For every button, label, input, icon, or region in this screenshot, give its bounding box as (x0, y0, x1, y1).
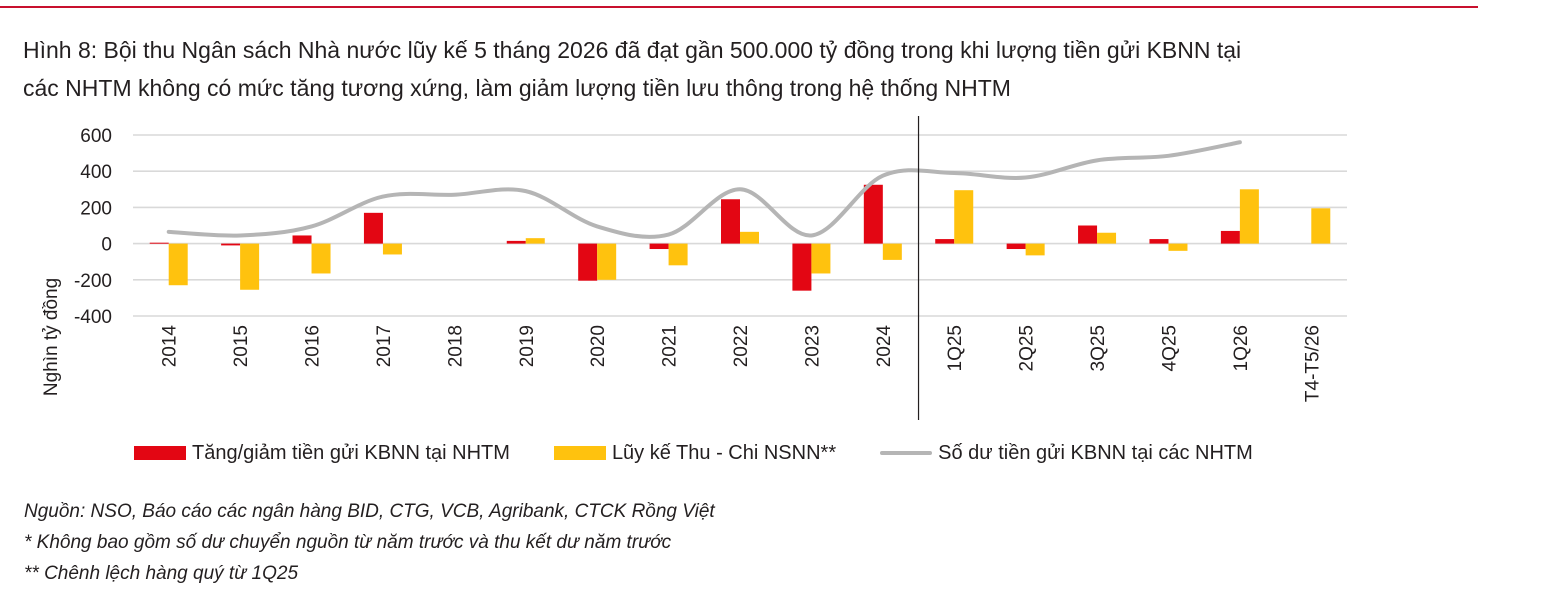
legend-swatch-deposit-change (134, 446, 186, 460)
x-tick-label: 1Q25 (945, 325, 966, 371)
legend-label-deposit-balance: Số dư tiền gửi KBNN tại các NHTM (938, 441, 1253, 464)
x-tick-label: 1Q26 (1231, 325, 1252, 371)
legend-label-deposit-change: Tăng/giảm tiền gửi KBNN tại NHTM (192, 441, 510, 464)
notes: Nguồn: NSO, Báo cáo các ngân hàng BID, C… (24, 496, 715, 589)
footnote-2: ** Chênh lệch hàng quý từ 1Q25 (24, 563, 299, 584)
bar-budget-balance (1311, 208, 1331, 244)
x-tick-label: 2024 (874, 325, 895, 368)
y-tick-label: 400 (80, 162, 112, 183)
legend-item-deposit-change: Tăng/giảm tiền gửi KBNN tại NHTM (134, 442, 510, 465)
y-axis-label: Nghìn tỷ đồng (41, 278, 62, 396)
x-tick-label: 2017 (374, 325, 395, 367)
figure-title-line-2: các NHTM không có mức tăng tương xứng, l… (23, 75, 1011, 101)
line-series (166, 140, 1242, 239)
bar-budget-balance (1025, 243, 1045, 256)
bar-deposit-change (935, 239, 955, 244)
figure-title: Hình 8: Bội thu Ngân sách Nhà nước lũy k… (23, 31, 1483, 107)
bar-deposit-change (792, 243, 812, 291)
bar-deposit-change (863, 184, 883, 244)
bar-budget-balance (811, 243, 831, 274)
bar-deposit-change (292, 235, 312, 244)
legend-label-budget-balance: Lũy kế Thu - Chi NSNN** (611, 441, 837, 464)
bar-deposit-change (578, 243, 598, 281)
x-tick-labels: 2014 2015 2016 2017 2018 2019 2020 2021 2022 2023… (160, 325, 1324, 403)
x-tick-label: 2019 (517, 325, 538, 367)
source-note: Nguồn: NSO, Báo cáo các ngân hàng BID, C… (24, 501, 715, 522)
bar-budget-balance (240, 243, 260, 290)
bar-budget-balance (311, 243, 331, 274)
x-tick-label: 2023 (802, 325, 823, 367)
x-tick-label: 3Q25 (1088, 325, 1109, 371)
bar-budget-balance (525, 238, 545, 244)
top-rule (0, 6, 1478, 8)
bar-deposit-change (721, 199, 740, 244)
y-tick-label: -400 (74, 307, 112, 328)
bar-budget-balance (597, 243, 617, 280)
x-tick-label: 2020 (588, 325, 609, 367)
bar-deposit-change (1149, 239, 1169, 244)
bar-deposit-change (1220, 230, 1240, 244)
bar-budget-balance (168, 243, 188, 286)
bar-deposit-change (1006, 243, 1026, 250)
x-tick-label: 2Q25 (1017, 325, 1038, 371)
bar-deposit-change (221, 243, 241, 246)
bar-budget-balance (668, 243, 688, 266)
legend-swatch-deposit-balance (880, 451, 933, 455)
y-tick-labels: 600 400 200 0 -200 -400 (74, 126, 112, 328)
bar-deposit-change (649, 243, 669, 250)
y-tick-label: 600 (80, 126, 112, 147)
legend-item-budget-balance: Lũy kế Thu - Chi NSNN** (553, 441, 837, 465)
x-tick-label: 4Q25 (1159, 325, 1180, 371)
legend-item-deposit-balance: Số dư tiền gửi KBNN tại các NHTM (880, 442, 1253, 465)
y-tick-label: -200 (74, 271, 112, 292)
legend: Tăng/giảm tiền gửi KBNN tại NHTM Lũy kế … (134, 440, 1297, 466)
bar-budget-balance (1097, 232, 1117, 244)
x-tick-label: 2022 (731, 325, 752, 367)
y-tick-label: 200 (80, 198, 112, 219)
x-tick-label: 2015 (231, 325, 252, 367)
bar-budget-balance (740, 231, 759, 244)
bar-budget-balance (954, 190, 974, 244)
x-tick-label: 2018 (445, 325, 466, 367)
bars (149, 184, 1331, 291)
bar-budget-balance (882, 243, 902, 260)
bar-budget-balance (1168, 243, 1188, 251)
bar-budget-balance (1239, 189, 1259, 244)
x-tick-label: T4-T5/26 (1302, 325, 1323, 402)
y-tick-label: 0 (101, 235, 112, 256)
line-deposit-balance (166, 140, 1242, 239)
bar-deposit-change (149, 242, 169, 244)
x-tick-label: 2014 (160, 325, 181, 368)
x-tick-label: 2021 (660, 325, 681, 367)
x-tick-label: 2016 (303, 325, 324, 367)
figure-title-line-1: Hình 8: Bội thu Ngân sách Nhà nước lũy k… (23, 37, 1242, 63)
footnote-1: * Không bao gồm số dư chuyển nguồn từ nă… (24, 532, 672, 553)
bar-deposit-change (506, 240, 526, 244)
legend-swatch-budget-balance (553, 446, 606, 460)
bar-deposit-change (363, 212, 383, 244)
bar-budget-balance (382, 243, 402, 255)
bar-deposit-change (1078, 225, 1098, 244)
